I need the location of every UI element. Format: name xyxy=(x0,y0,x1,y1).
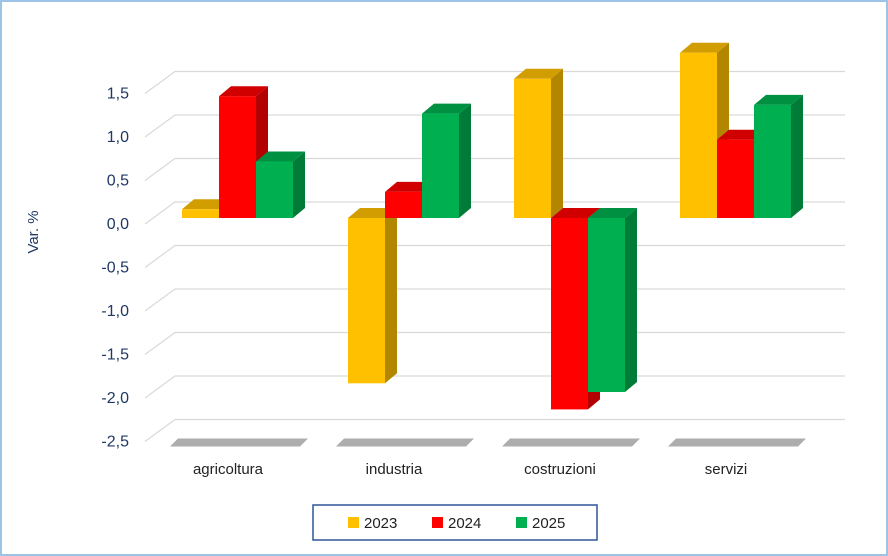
bar-face xyxy=(219,86,268,97)
bar-face xyxy=(625,208,637,392)
x-tick-label: industria xyxy=(366,461,423,478)
x-tick-label: servizi xyxy=(705,461,748,478)
grid-line xyxy=(144,418,845,442)
bar-face xyxy=(551,68,563,218)
bar-face xyxy=(514,78,551,218)
legend-swatch xyxy=(516,517,527,528)
bar-face xyxy=(551,208,600,218)
bar xyxy=(422,103,471,218)
bar-face xyxy=(680,42,729,53)
bar xyxy=(514,68,563,218)
bar-face xyxy=(385,181,434,192)
bar-face xyxy=(754,94,803,105)
bar-face xyxy=(717,139,754,218)
bar xyxy=(256,151,305,218)
bar-face xyxy=(588,208,637,218)
grid-line xyxy=(144,157,845,181)
floor-shadow xyxy=(502,438,640,447)
bar-face xyxy=(588,218,625,392)
y-tick-label: -2,0 xyxy=(101,390,129,407)
bar-face xyxy=(551,218,588,410)
bar xyxy=(588,208,637,392)
y-tick-label: 1,5 xyxy=(107,86,129,103)
grid-line xyxy=(144,114,845,138)
y-tick-label: -2,5 xyxy=(101,434,129,451)
bar-face xyxy=(717,129,766,140)
bar-face xyxy=(348,218,385,384)
bar xyxy=(754,94,803,218)
bar-face xyxy=(385,208,397,384)
bar-face xyxy=(256,161,293,218)
bar-face xyxy=(182,209,219,218)
y-tick-label: 0,5 xyxy=(107,173,129,190)
legend-label: 2024 xyxy=(448,515,481,532)
bar-face xyxy=(422,113,459,218)
y-tick-label: -1,0 xyxy=(101,303,129,320)
bar xyxy=(348,208,397,384)
y-tick-label: 0,0 xyxy=(107,216,129,233)
y-axis-title: Var. % xyxy=(25,210,42,253)
bar-face xyxy=(680,52,717,219)
bar-face xyxy=(514,68,563,79)
grid-line xyxy=(144,201,845,225)
x-tick-label: costruzioni xyxy=(524,461,596,478)
bar-face xyxy=(422,103,471,114)
bar-face xyxy=(385,191,422,218)
grid-line xyxy=(144,70,845,94)
legend-swatch xyxy=(348,517,359,528)
bar-face xyxy=(348,208,397,218)
bar-face xyxy=(293,151,305,218)
y-tick-label: 1,0 xyxy=(107,129,129,146)
legend-label: 2023 xyxy=(364,515,397,532)
legend-swatch xyxy=(432,517,443,528)
bar-face xyxy=(459,103,471,218)
floor-shadow xyxy=(668,438,806,447)
floor-shadow xyxy=(336,438,474,447)
y-tick-label: -1,5 xyxy=(101,347,129,364)
x-tick-label: agricoltura xyxy=(193,461,264,478)
bar-face xyxy=(219,96,256,218)
bar-face xyxy=(256,151,305,162)
bar-face xyxy=(791,94,803,218)
legend-label: 2025 xyxy=(532,515,565,532)
y-tick-label: -0,5 xyxy=(101,260,129,277)
bar-face xyxy=(182,199,231,210)
bar-face xyxy=(754,104,791,218)
floor-shadow xyxy=(170,438,308,447)
legend-box xyxy=(312,504,598,541)
